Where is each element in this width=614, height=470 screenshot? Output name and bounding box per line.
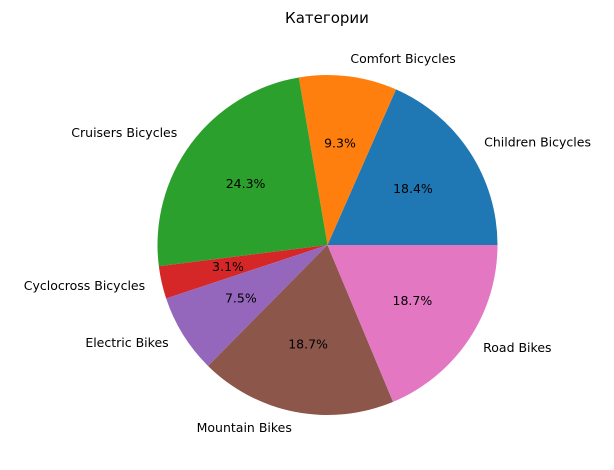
slice-percent-road-bikes: 18.7% xyxy=(393,293,433,308)
pie-slice-cyclocross-bicycles xyxy=(158,245,328,299)
slice-label-road-bikes: Road Bikes xyxy=(483,340,551,355)
pie-slice-children-bicycles xyxy=(327,89,498,245)
pie-labels: Children Bicycles Comfort Bicycles Cruiser… xyxy=(24,51,591,435)
pie-slices xyxy=(157,75,498,415)
pie-slice-comfort-bicycles xyxy=(298,75,396,245)
pie-slice-electric-bikes xyxy=(166,245,328,366)
slice-label-cyclocross-bicycles: Cyclocross Bicycles xyxy=(24,278,145,293)
slice-label-children-bicycles: Children Bicycles xyxy=(484,134,591,149)
slice-label-electric-bikes: Electric Bikes xyxy=(85,335,168,350)
slice-percent-mountain-bikes: 18.7% xyxy=(288,337,328,352)
slice-percent-cruisers-bicycles: 24.3% xyxy=(226,176,266,191)
pie-slice-road-bikes xyxy=(327,245,498,402)
slice-label-mountain-bikes: Mountain Bikes xyxy=(197,420,292,435)
slice-percent-children-bicycles: 18.4% xyxy=(393,181,433,196)
slice-percent-comfort-bicycles: 9.3% xyxy=(324,135,356,150)
slice-label-cruisers-bicycles: Cruisers Bicycles xyxy=(71,125,177,140)
pie-slice-mountain-bikes xyxy=(208,245,394,415)
slice-percent-electric-bikes: 7.5% xyxy=(225,290,257,305)
pie-slice-cruisers-bicycles xyxy=(157,77,328,267)
slice-label-comfort-bicycles: Comfort Bicycles xyxy=(350,51,455,66)
slice-percent-cyclocross-bicycles: 3.1% xyxy=(212,259,244,274)
pie-percent-labels: 18.4% 9.3% 24.3% 3.1% 7.5% 18.7% 18.7% xyxy=(212,135,433,351)
chart-title: Категории xyxy=(285,9,369,27)
